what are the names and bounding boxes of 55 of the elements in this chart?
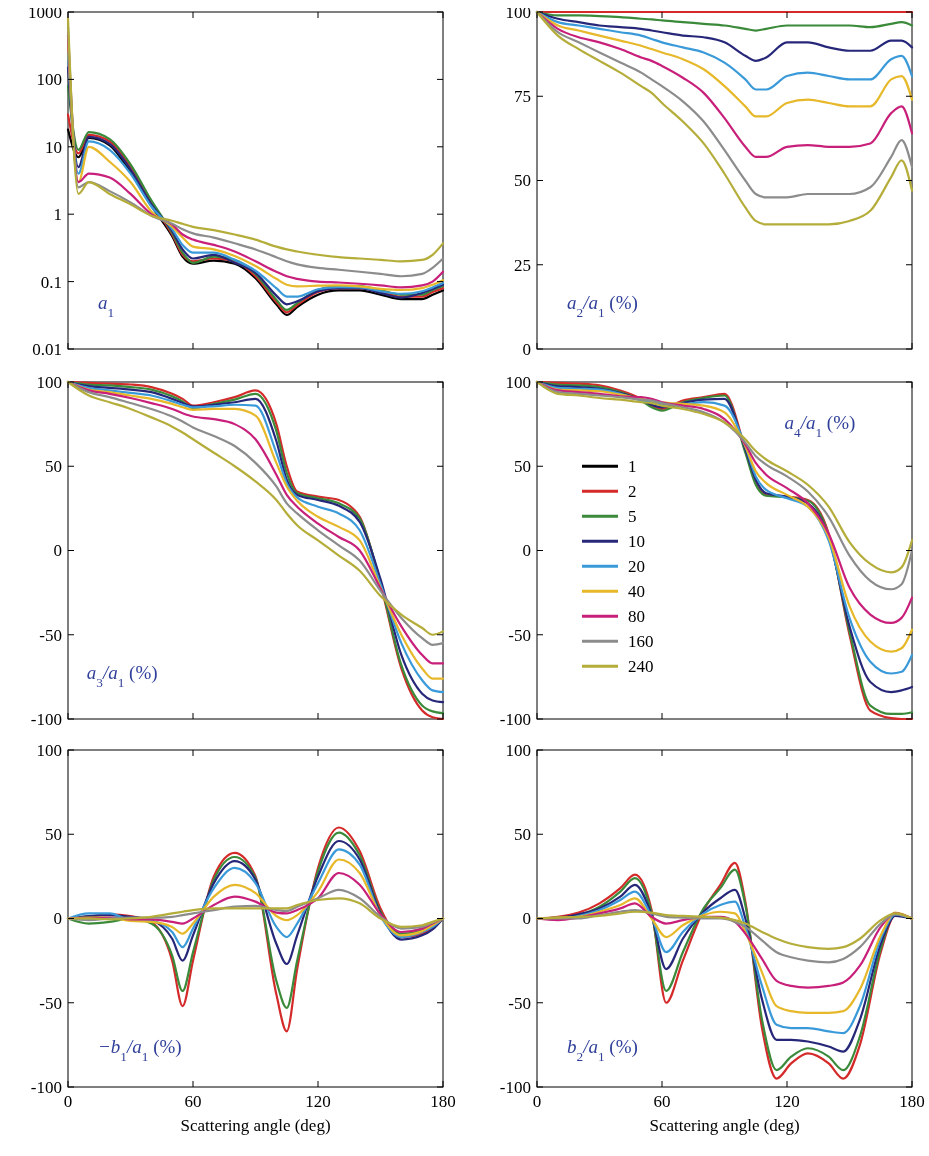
y-tick-label: 1 [53,205,62,225]
x-tick-label: 120 [774,1092,800,1111]
x-tick-label: 120 [305,1092,331,1111]
annotation: a$_{4}$/a$_{1}$ (%) [784,412,856,440]
y-tick-label: -100 [30,709,62,729]
annotation: −b$_{1}$/a$_{1}$ (%) [98,1036,182,1064]
y-tick-label: 100 [505,372,531,392]
x-axis-title: Scattering angle (deg) [180,1116,331,1135]
x-tick-label: 60 [653,1092,671,1111]
y-tick-label: 10 [45,137,62,157]
y-tick-label: 50 [45,457,62,477]
legend-label: 20 [628,557,645,577]
y-tick-label: 25 [514,255,531,275]
annotation: a$_{1}$ [98,291,115,320]
y-tick-label: 50 [514,825,531,845]
legend-label: 5 [628,507,637,527]
line-series [66,848,445,949]
y-tick-label: -50 [508,625,531,645]
legend-label: 2 [628,482,637,502]
line-series [66,897,445,929]
y-tick-label: 0 [53,909,62,929]
y-tick-label: -50 [508,993,531,1013]
x-tick-label: 180 [899,1092,925,1111]
y-tick-label: 50 [45,825,62,845]
y-tick-label: 100 [505,740,531,760]
y-tick-label: -100 [30,1077,62,1097]
legend-label: 1 [628,457,637,477]
legend-label: 40 [628,582,645,602]
y-tick-label: 75 [514,87,531,107]
y-tick-label: 100 [36,70,62,90]
y-tick-label: -100 [499,709,531,729]
line-series [535,910,914,950]
y-tick-label: 0 [522,541,531,561]
y-tick-label: -100 [499,1077,531,1097]
x-tick-label: 60 [184,1092,202,1111]
y-tick-label: 50 [514,457,531,477]
y-tick-label: 0 [522,339,531,359]
y-tick-label: 0 [522,909,531,929]
y-tick-label: 0 [53,541,62,561]
y-tick-label: 100 [36,740,62,760]
legend-label: 80 [628,607,645,627]
x-axis-title: Scattering angle (deg) [649,1116,800,1135]
y-tick-label: 50 [514,171,531,191]
legend-label: 240 [628,657,654,677]
y-tick-label: -50 [39,625,62,645]
annotation: b$_{2}$/a$_{1}$ (%) [567,1036,638,1064]
y-tick-label: 100 [36,372,62,392]
legend-label: 10 [628,532,645,552]
x-tick-label: 180 [430,1092,456,1111]
annotation: a$_{2}$/a$_{1}$ (%) [567,291,638,320]
y-tick-label: 0.1 [40,272,62,292]
y-tick-label: -50 [39,993,62,1013]
annotation: a$_{3}$/a$_{1}$ (%) [86,661,158,690]
y-tick-label: 0.01 [32,339,62,359]
legend-label: 160 [628,632,654,652]
